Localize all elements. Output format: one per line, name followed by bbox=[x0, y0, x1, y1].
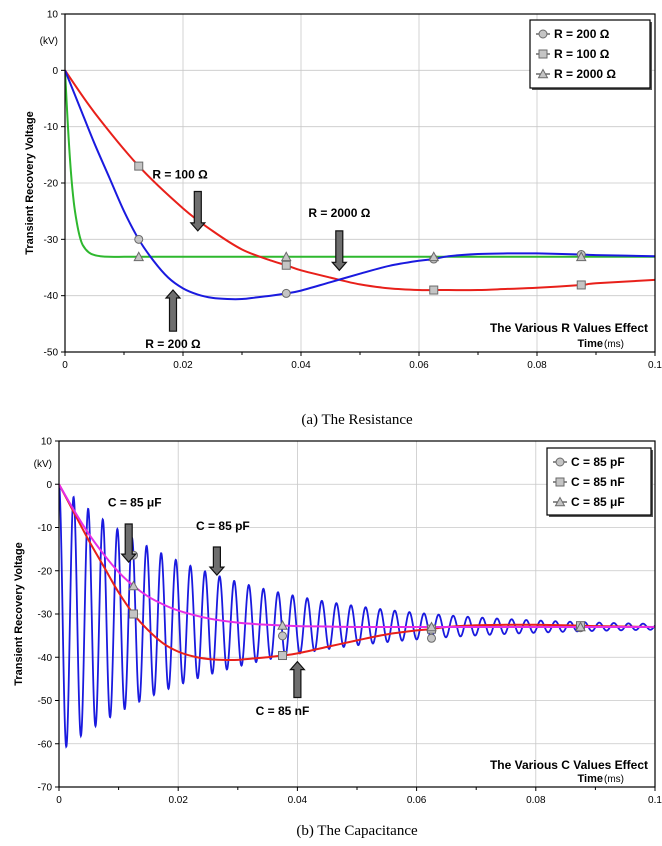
chart-panel-1: 0 0.02 0.04 0.06 0.08 0.1 10 0 -10 -20 -30 -40 -50 Tr… bbox=[24, 10, 662, 372]
y-tick-label: -50 bbox=[38, 696, 53, 707]
annotation-arrow bbox=[330, 230, 348, 272]
x-tick-label: 0.08 bbox=[526, 795, 546, 806]
series-line-circle bbox=[65, 69, 655, 301]
series-line-circle bbox=[59, 484, 655, 749]
legend-entry: R = 2000 Ω bbox=[554, 67, 616, 81]
series-line-square bbox=[65, 69, 655, 292]
series-marker-circle bbox=[281, 288, 291, 298]
x-tick-label: 0.06 bbox=[407, 795, 427, 806]
y-tick-label: 10 bbox=[47, 10, 59, 21]
legend-marker-square bbox=[555, 477, 565, 487]
y-axis-unit: (kV) bbox=[40, 36, 58, 47]
series-marker-square bbox=[429, 285, 439, 295]
y-tick-label: -20 bbox=[38, 566, 53, 577]
x-tick-label: 0 bbox=[62, 360, 68, 371]
series-line-triangle bbox=[65, 70, 655, 258]
y-tick-label: -30 bbox=[38, 610, 53, 621]
legend-entry: C = 85 μF bbox=[571, 495, 625, 509]
annotation-label: C = 85 nF bbox=[256, 704, 310, 718]
series-marker-triangle bbox=[280, 251, 292, 262]
x-tick-label: 0.08 bbox=[527, 360, 547, 371]
series-marker-triangle bbox=[277, 619, 288, 630]
series-line-triangle bbox=[59, 483, 655, 629]
series-line-square bbox=[59, 483, 655, 661]
y-tick-label: -60 bbox=[38, 739, 53, 750]
annotation-arrow bbox=[189, 190, 207, 232]
y-tick-label: 0 bbox=[52, 66, 58, 77]
series-marker-triangle bbox=[575, 621, 586, 632]
legend: C = 85 pF C = 85 nF C = 85 μF bbox=[546, 447, 653, 517]
annotation-label: R = 200 Ω bbox=[145, 337, 201, 351]
annotation-arrow bbox=[208, 546, 226, 577]
y-tick-label: -10 bbox=[44, 122, 59, 133]
plot-frame bbox=[58, 440, 656, 788]
x-tick-label: 0.04 bbox=[288, 795, 308, 806]
plot-frame bbox=[64, 13, 656, 353]
legend-marker-triangle bbox=[537, 68, 549, 79]
series-marker-triangle bbox=[575, 251, 587, 262]
series-marker-square bbox=[278, 651, 287, 661]
legend-entry: R = 100 Ω bbox=[554, 47, 610, 61]
series-marker-circle bbox=[278, 631, 287, 641]
legend-marker-triangle bbox=[554, 496, 566, 507]
corner-note: The Various C Values Effect bbox=[490, 758, 648, 772]
annotation-label: C = 85 pF bbox=[196, 519, 250, 533]
y-axis-unit: (kV) bbox=[34, 459, 52, 470]
y-tick-label: -40 bbox=[38, 653, 53, 664]
x-axis-unit: (ms) bbox=[604, 339, 624, 350]
y-tick-label: -30 bbox=[44, 235, 59, 246]
y-tick-label: 10 bbox=[41, 437, 53, 448]
series-marker-triangle bbox=[128, 580, 139, 591]
corner-note: The Various R Values Effect bbox=[490, 321, 648, 335]
series-marker-square bbox=[134, 161, 144, 171]
annotation-arrow bbox=[120, 523, 138, 564]
x-axis-label: Time bbox=[578, 773, 603, 785]
x-tick-label: 0.06 bbox=[409, 360, 429, 371]
chart-panel-2: 0 0.02 0.04 0.06 0.08 0.1 10 0 -10 -20 -30 -40 -50 -6… bbox=[13, 437, 662, 807]
y-axis-label: Transient Recovery Voltage bbox=[13, 542, 25, 685]
x-tick-label: 0.02 bbox=[168, 795, 188, 806]
series-marker-triangle bbox=[428, 251, 440, 262]
annotation-label: C = 85 μF bbox=[108, 496, 162, 510]
y-tick-label: -10 bbox=[38, 523, 53, 534]
y-tick-label: -40 bbox=[44, 291, 59, 302]
legend-entry: C = 85 nF bbox=[571, 475, 625, 489]
legend-marker-circle bbox=[555, 457, 565, 467]
series-marker-circle bbox=[427, 633, 436, 643]
series-marker-square bbox=[576, 280, 586, 290]
x-tick-label: 0 bbox=[56, 795, 62, 806]
x-tick-label: 0.04 bbox=[291, 360, 311, 371]
annotation-arrow bbox=[164, 289, 182, 332]
legend-entry: R = 200 Ω bbox=[554, 27, 610, 41]
x-axis-unit: (ms) bbox=[604, 774, 624, 785]
annotation-arrow bbox=[289, 660, 306, 699]
series-marker-square bbox=[129, 609, 138, 619]
x-tick-label: 0.02 bbox=[173, 360, 193, 371]
caption-capacitance: (b) The Capacitance bbox=[296, 823, 418, 839]
x-tick-label: 0.1 bbox=[648, 360, 662, 371]
y-tick-label: -70 bbox=[38, 783, 53, 794]
annotation-label: R = 100 Ω bbox=[152, 167, 208, 181]
y-tick-label: -20 bbox=[44, 179, 59, 190]
caption-resistance: (a) The Resistance bbox=[301, 412, 413, 428]
legend-marker-square bbox=[538, 49, 548, 59]
y-tick-label: -50 bbox=[44, 348, 59, 359]
x-axis-label: Time bbox=[578, 338, 603, 350]
series-marker-square bbox=[281, 260, 291, 270]
series-marker-triangle bbox=[426, 621, 437, 632]
annotation-label: R = 2000 Ω bbox=[308, 206, 370, 220]
y-tick-label: 0 bbox=[46, 480, 52, 491]
legend-entry: C = 85 pF bbox=[571, 455, 625, 469]
legend-marker-circle bbox=[538, 29, 548, 39]
y-axis-label: Transient Recovery Voltage bbox=[24, 111, 36, 254]
legend: R = 200 Ω R = 100 Ω R = 2000 Ω bbox=[529, 19, 652, 90]
series-marker-triangle bbox=[133, 251, 145, 262]
x-tick-label: 0.1 bbox=[648, 795, 662, 806]
series-marker-circle bbox=[134, 234, 144, 244]
